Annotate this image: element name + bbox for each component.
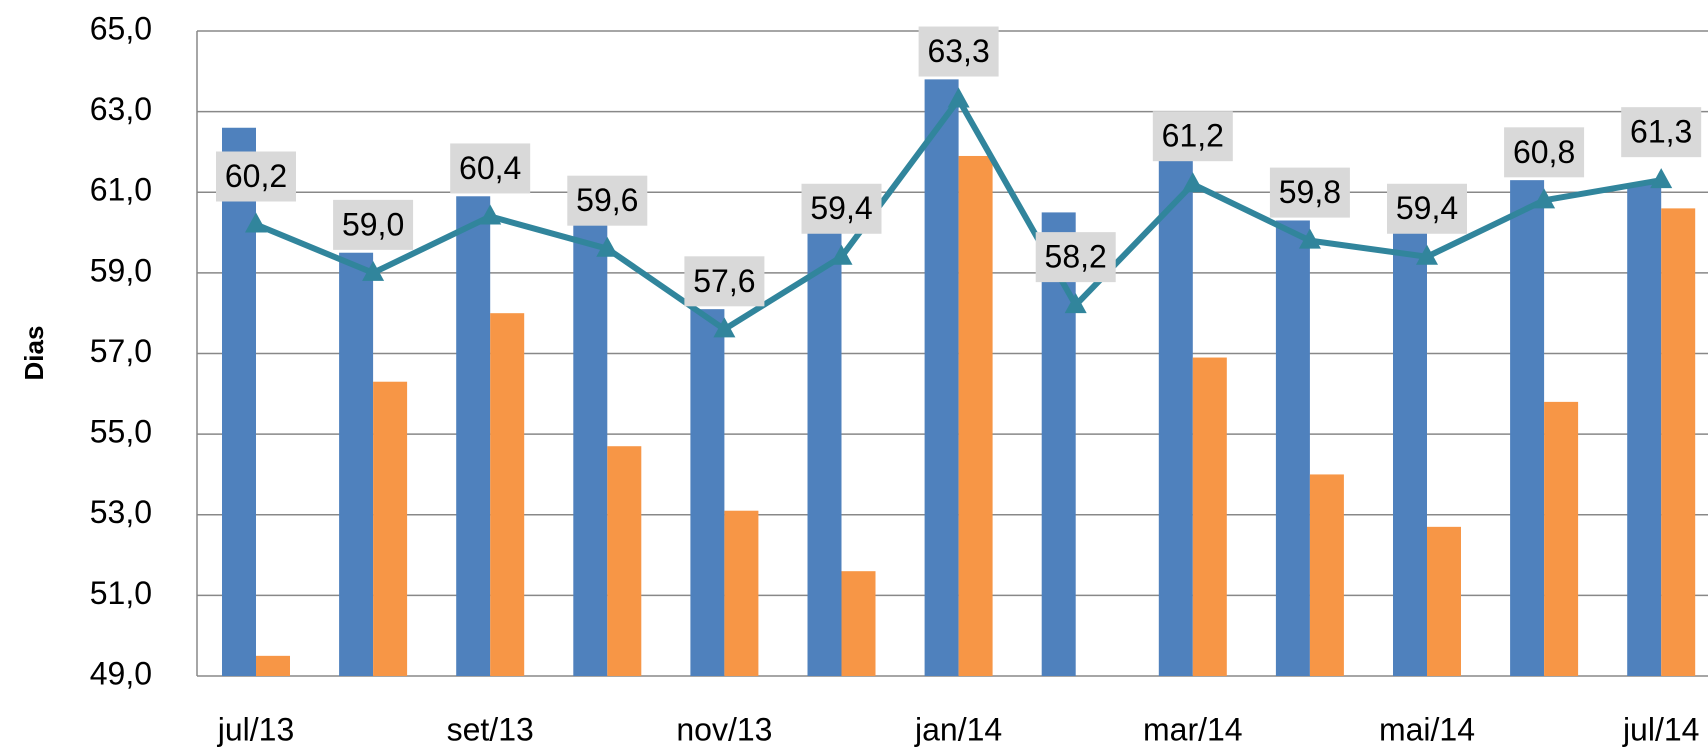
bar — [607, 446, 642, 676]
marker — [596, 236, 619, 257]
data-label-box — [1035, 232, 1116, 283]
y-tick-label: 55,0 — [90, 414, 152, 450]
bar — [1627, 184, 1662, 676]
x-tick-label: jan/14 — [914, 711, 1002, 747]
x-tick-label: mar/14 — [1143, 711, 1243, 747]
data-label-box — [1269, 167, 1350, 218]
data-label-box — [567, 175, 648, 226]
y-axis-label: Dias — [19, 326, 49, 381]
x-tick-label: jul/13 — [217, 711, 295, 747]
bar — [573, 224, 608, 676]
data-label: 60,4 — [459, 150, 521, 186]
marker — [1064, 293, 1087, 314]
bar — [807, 232, 842, 676]
bar — [1661, 208, 1696, 676]
data-label-box — [1621, 107, 1702, 158]
data-label-box — [1152, 111, 1233, 162]
data-label-box — [918, 26, 999, 77]
data-label-box — [216, 151, 296, 202]
marker — [713, 317, 736, 338]
y-tick-label: 57,0 — [90, 333, 152, 369]
data-label: 59,8 — [1279, 174, 1341, 210]
y-tick-label: 65,0 — [90, 10, 152, 46]
data-label-box — [333, 199, 414, 250]
data-label: 63,3 — [927, 33, 989, 69]
marker — [362, 260, 385, 281]
marker — [479, 204, 502, 225]
bar — [1427, 526, 1461, 676]
bar — [456, 196, 491, 676]
y-tick-label: 61,0 — [90, 172, 152, 208]
data-label: 61,3 — [1630, 114, 1692, 150]
bar — [1309, 474, 1344, 676]
bar — [724, 510, 759, 676]
marker — [1416, 244, 1438, 265]
bar — [222, 127, 256, 676]
data-label-box — [1504, 127, 1585, 178]
bar — [690, 309, 725, 676]
y-tick-label: 51,0 — [90, 575, 152, 611]
bar — [1192, 357, 1227, 676]
y-tick-label: 49,0 — [90, 655, 152, 691]
bar — [1510, 180, 1545, 676]
data-label: 60,8 — [1513, 134, 1575, 170]
marker — [245, 212, 267, 233]
bar — [1544, 401, 1579, 676]
bar — [1158, 160, 1193, 676]
bar — [1393, 232, 1427, 676]
marker — [1650, 168, 1673, 189]
marker — [1298, 228, 1321, 249]
bar — [490, 313, 525, 676]
bar — [1275, 220, 1310, 676]
data-label: 59,4 — [1396, 190, 1458, 226]
x-tick-label: set/13 — [447, 711, 534, 747]
data-label-box — [684, 256, 765, 307]
data-label: 59,4 — [810, 190, 872, 226]
marker — [830, 244, 853, 265]
x-tick-label: jul/14 — [1622, 711, 1700, 747]
y-tick-label: 63,0 — [90, 91, 152, 127]
data-label-box — [1387, 183, 1467, 234]
data-label-box — [450, 143, 531, 194]
x-tick-label: mai/14 — [1379, 711, 1475, 747]
data-label-box — [801, 183, 882, 234]
marker — [947, 87, 970, 108]
bar — [958, 155, 993, 676]
y-tick-label: 59,0 — [90, 252, 152, 288]
marker — [1181, 172, 1204, 193]
marker — [1533, 188, 1556, 209]
y-tick-label: 53,0 — [90, 494, 152, 530]
bar — [841, 571, 876, 676]
data-label: 59,6 — [576, 182, 638, 218]
data-label: 60,2 — [225, 158, 287, 194]
data-label: 59,0 — [342, 206, 404, 242]
x-tick-label: nov/13 — [676, 711, 772, 747]
bar — [256, 655, 290, 676]
data-label: 57,6 — [693, 263, 755, 299]
bar — [339, 252, 374, 676]
data-label: 61,2 — [1162, 118, 1224, 154]
data-label: 58,2 — [1045, 239, 1107, 275]
bar — [373, 381, 408, 676]
bar — [924, 79, 959, 676]
